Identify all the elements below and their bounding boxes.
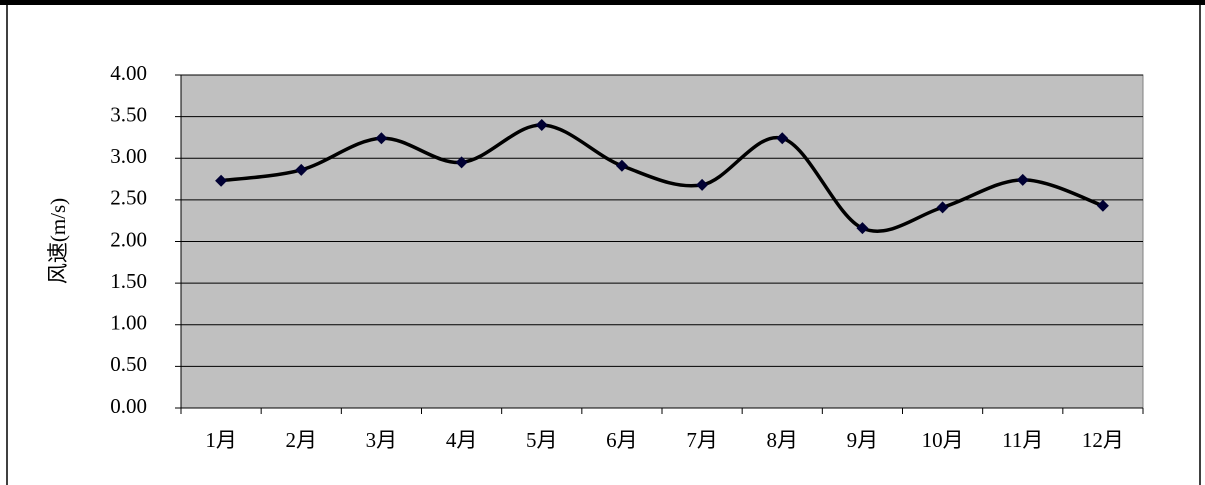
x-tick-label: 8月	[767, 428, 799, 452]
x-tick-label: 5月	[526, 428, 558, 452]
x-tick-label: 7月	[686, 428, 718, 452]
marker	[215, 174, 228, 187]
marker	[615, 159, 628, 172]
y-tick-label: 1.00	[110, 311, 147, 335]
x-tick-label: 6月	[606, 428, 638, 452]
marker	[936, 201, 949, 214]
y-tick-label: 3.00	[110, 144, 147, 168]
x-tick-label: 9月	[847, 428, 879, 452]
x-tick-label: 12月	[1082, 428, 1124, 452]
x-tick-label: 3月	[366, 428, 398, 452]
marker	[295, 163, 308, 176]
y-tick-label: 2.50	[110, 186, 147, 210]
marker	[696, 178, 709, 191]
marker	[535, 118, 548, 131]
marker	[776, 132, 789, 145]
y-tick-label: 0.00	[110, 394, 147, 418]
marker	[455, 156, 468, 169]
y-axis-label: 风速(m/s)	[46, 198, 70, 284]
x-tick-label: 11月	[1002, 428, 1043, 452]
y-tick-label: 1.50	[110, 269, 147, 293]
y-tick-label: 0.50	[110, 352, 147, 376]
marker	[856, 222, 869, 235]
x-tick-label: 2月	[286, 428, 318, 452]
y-tick-label: 2.00	[110, 227, 147, 251]
x-tick-label: 1月	[205, 428, 237, 452]
y-tick-label: 4.00	[110, 61, 147, 85]
marker	[375, 132, 388, 145]
marker	[1016, 173, 1029, 186]
x-tick-label: 10月	[922, 428, 964, 452]
frame-top	[0, 0, 1205, 5]
x-tick-label: 4月	[446, 428, 478, 452]
marker	[1096, 199, 1109, 212]
y-tick-label: 3.50	[110, 102, 147, 126]
